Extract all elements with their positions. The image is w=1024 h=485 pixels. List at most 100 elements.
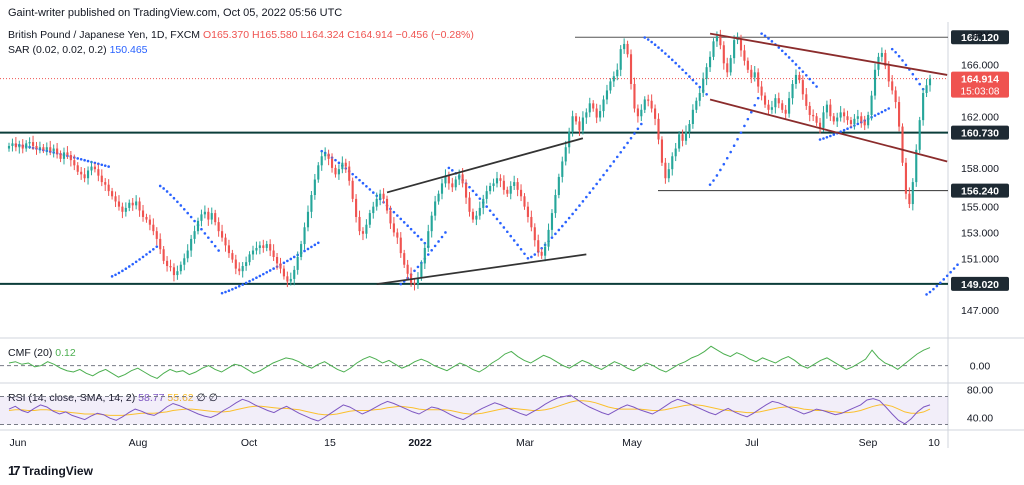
sar-dot (530, 255, 533, 259)
rsi-axis-label: 80.00 (967, 385, 993, 397)
candle-up (310, 195, 313, 212)
sar-dot (873, 114, 877, 117)
candle-down (574, 116, 578, 122)
candle-down (272, 250, 275, 257)
candle-down (781, 103, 784, 110)
candle-down (530, 216, 533, 228)
sar-dot (890, 47, 894, 51)
sar-dot (767, 37, 770, 40)
candle-down (499, 178, 502, 181)
sar-dot (468, 185, 471, 189)
candle-down (348, 166, 351, 181)
tradingview-logo[interactable]: 17 TradingView (8, 463, 93, 478)
candle-up (337, 169, 340, 175)
candle-up (695, 100, 698, 110)
sar-dot (172, 196, 176, 200)
sar-dot (406, 224, 409, 228)
candle-up (839, 112, 842, 118)
sar-dot (622, 146, 626, 149)
candle-down (519, 189, 523, 197)
sar-dot (588, 191, 592, 195)
candle-up (616, 69, 619, 77)
candle-down (849, 120, 853, 124)
sar-dot (227, 289, 231, 293)
candle-up (509, 185, 512, 194)
sar-dot (165, 190, 169, 193)
candle-down (73, 160, 76, 166)
y-tick-label: 166.000 (961, 60, 999, 72)
candle-down (227, 245, 231, 254)
candle-up (705, 67, 708, 79)
publisher-caption: Gaint-writer published on TradingView.co… (8, 7, 343, 19)
candle-up (612, 76, 615, 82)
sar-dot (598, 178, 602, 181)
sar-dot (777, 46, 781, 49)
tradingview-logo-icon: 17 (8, 463, 21, 478)
sar-dot (433, 244, 437, 248)
sar-dot (887, 107, 891, 110)
sar-dot (691, 78, 695, 82)
sar-dot (722, 162, 726, 166)
y-tick-label: 151.000 (961, 253, 999, 265)
sar-dot (736, 137, 739, 141)
x-tick-label: Oct (241, 437, 257, 449)
candle-down (894, 90, 897, 103)
candle-down (626, 43, 629, 55)
sar-dot (688, 75, 691, 78)
candle-down (801, 80, 804, 95)
candle-up (430, 215, 433, 232)
candle-down (80, 171, 83, 175)
sar-dot (437, 240, 440, 243)
candle-down (860, 116, 863, 122)
sar-dot (141, 255, 145, 259)
sar-dot (268, 269, 272, 272)
candle-up (688, 124, 691, 132)
candle-up (45, 147, 48, 150)
sar-dot (914, 77, 918, 81)
candle-up (674, 148, 677, 157)
sar-dot (93, 161, 97, 165)
sar-legend: SAR (0.02, 0.02, 0.2) 150.465 (8, 44, 148, 56)
x-tick-label: May (622, 437, 643, 449)
rsi-axis-label: 40.00 (967, 413, 993, 425)
candle-up (729, 58, 732, 73)
sar-dot (440, 235, 444, 239)
sar-dot (794, 63, 798, 66)
sar-dot (155, 245, 159, 248)
candle-up (38, 147, 41, 149)
sar-dot (829, 134, 832, 138)
sar-dot (210, 240, 214, 244)
sar-dot (189, 215, 193, 219)
sar-dot (334, 158, 337, 162)
candle-up (313, 179, 316, 196)
candle-up (179, 264, 182, 272)
candle-down (275, 256, 279, 264)
candle-down (392, 223, 395, 233)
cmf-label: CMF (20) (8, 347, 53, 359)
candle-down (592, 103, 595, 109)
sar-dot (502, 226, 506, 229)
sar-dot (605, 169, 609, 172)
candle-up (251, 250, 255, 255)
sar-dot (416, 234, 420, 238)
sar-dot (928, 290, 932, 294)
candle-down (784, 109, 787, 114)
candle-up (609, 81, 612, 91)
sar-dot (158, 184, 162, 188)
sar-dot (939, 281, 942, 285)
candle-down (739, 38, 743, 51)
sar-dot (657, 46, 660, 49)
candle-down (389, 210, 392, 224)
candle-down (83, 174, 86, 179)
x-tick-label: 10 (928, 437, 940, 449)
sar-dot (124, 267, 128, 270)
candle-down (763, 95, 767, 105)
candle-down (355, 198, 358, 217)
candle-down (238, 268, 241, 272)
sar-dot (217, 249, 220, 252)
candle-down (650, 100, 653, 109)
sar-dot (444, 231, 447, 234)
candle-up (258, 245, 261, 248)
candle-up (186, 250, 189, 259)
